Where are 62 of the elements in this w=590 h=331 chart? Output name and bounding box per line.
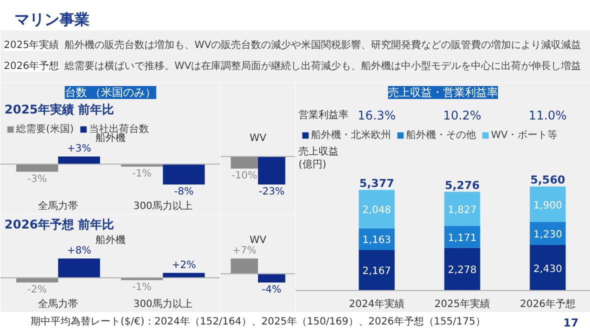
- text: 11.0%: [528, 108, 567, 122]
- data-label: 1,827: [448, 204, 477, 216]
- data-label: 1,900: [533, 200, 562, 212]
- text: 営業利益率: [298, 109, 348, 121]
- bar: [444, 248, 480, 290]
- chart-title: 売上収益・営業利益率: [388, 86, 498, 99]
- text: 16.3%: [358, 108, 396, 122]
- text: 期中平均為替レート($/€)：2024年（152/164）、2025年（150/169）、2026年予想（155/175）: [30, 316, 486, 328]
- x-tick-label: 2024年実績: [349, 298, 404, 310]
- legend-label: 総需要(米国): [16, 122, 74, 136]
- x-tick-label: 全馬力帯: [38, 200, 78, 212]
- x-tick-label: 300馬力以上: [133, 298, 192, 310]
- text: 10.2%: [443, 108, 482, 122]
- legend-label: WV・ボート等: [491, 129, 558, 142]
- total-label: 5,560: [530, 174, 566, 186]
- data-label: -1%: [132, 168, 152, 180]
- data-label: 2,048: [362, 205, 392, 216]
- data-label: 2,167: [362, 266, 392, 278]
- data-label: 1,230: [533, 230, 562, 241]
- data-label: -3%: [27, 174, 47, 185]
- bar: [444, 192, 480, 226]
- data-label: +8%: [66, 246, 92, 256]
- text: 船外機: [96, 132, 126, 144]
- legend-label: 船外機・北米欧州: [311, 128, 391, 142]
- data-label: 2,278: [448, 265, 477, 276]
- bar: [530, 186, 566, 222]
- text: WV: [250, 133, 267, 144]
- data-label: 1,163: [362, 235, 392, 246]
- chart-subtitle: 2026年予想 前年比: [4, 218, 114, 232]
- total-label: 5,377: [359, 176, 394, 190]
- bar: [358, 250, 395, 290]
- y-axis-title: 売上収益 (億円): [298, 146, 338, 171]
- bar: [444, 226, 480, 248]
- text: 17: [563, 316, 579, 330]
- text: 2025年実績: [4, 39, 60, 51]
- data-label: -23%: [258, 186, 285, 198]
- data-label: -4%: [262, 284, 282, 296]
- chart-subtitle: 2025年実績 前年比: [4, 102, 114, 116]
- text: 総需要は横ばいで推移。WVは在庫調整局面が継続し出荷減少も、船外機は中小型モデルを中心に出荷が伸長し増益: [64, 60, 582, 72]
- data-label: 2,430: [533, 264, 562, 275]
- x-tick-label: 300馬力以上: [133, 200, 192, 212]
- text: マリン事業: [14, 10, 90, 28]
- data-label: -1%: [132, 282, 152, 294]
- total-label: 5,276: [444, 178, 480, 192]
- text: 船外機: [96, 234, 126, 246]
- chart-title: 台数 （米国のみ）: [64, 86, 156, 99]
- data-label: -8%: [174, 186, 194, 198]
- x-tick-label: 2026年予想: [520, 298, 576, 310]
- bar: [358, 190, 395, 228]
- legend-label: 船外機・その他: [406, 128, 476, 142]
- bar: [530, 245, 566, 290]
- text: 船外機の販売台数は増加も、WVの販売台数の減少や米国関税影響、研究開発費などの販管費の増加により減収減益: [64, 39, 582, 51]
- text: WV: [250, 235, 267, 246]
- data-label: +7%: [232, 246, 256, 256]
- x-tick-label: 2025年実績: [434, 298, 490, 310]
- data-label: +2%: [172, 260, 196, 271]
- text: 2026年予想: [4, 60, 60, 72]
- data-label: 1,171: [448, 232, 477, 244]
- data-label: +3%: [66, 144, 92, 154]
- data-label: -2%: [27, 284, 47, 296]
- data-label: -10%: [231, 170, 258, 182]
- x-tick-label: 全馬力帯: [38, 298, 78, 310]
